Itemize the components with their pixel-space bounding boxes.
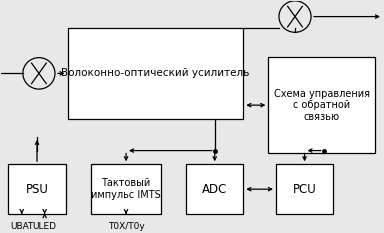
Text: ADC: ADC bbox=[202, 183, 227, 196]
FancyBboxPatch shape bbox=[186, 164, 243, 214]
Text: PCU: PCU bbox=[293, 183, 316, 196]
Text: Схема управления
с обратной
связью: Схема управления с обратной связью bbox=[274, 89, 370, 122]
FancyBboxPatch shape bbox=[91, 164, 161, 214]
Text: Волоконно-оптический усилитель: Волоконно-оптический усилитель bbox=[61, 68, 250, 78]
Text: UBAT: UBAT bbox=[10, 222, 33, 231]
Text: PSU: PSU bbox=[26, 183, 48, 196]
FancyBboxPatch shape bbox=[68, 28, 243, 119]
Text: Тактовый
импульс IMTS: Тактовый импульс IMTS bbox=[91, 178, 161, 200]
FancyBboxPatch shape bbox=[268, 58, 375, 153]
Text: ULED: ULED bbox=[33, 222, 57, 231]
FancyBboxPatch shape bbox=[8, 164, 66, 214]
FancyBboxPatch shape bbox=[276, 164, 333, 214]
Text: T0X/T0y: T0X/T0y bbox=[108, 222, 144, 231]
